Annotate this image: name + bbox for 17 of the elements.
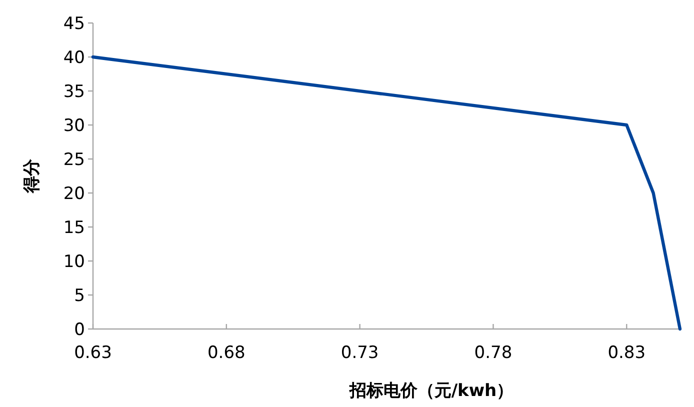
x-tick-label: 0.63 xyxy=(74,343,112,363)
y-tick-label: 0 xyxy=(74,320,85,340)
y-tick-label: 10 xyxy=(63,252,85,272)
y-tick-label: 35 xyxy=(63,82,85,102)
x-tick-label: 0.73 xyxy=(340,343,379,363)
x-tick-label: 0.83 xyxy=(608,343,646,363)
x-tick-label: 0.68 xyxy=(207,343,246,363)
y-tick-label: 5 xyxy=(74,286,85,306)
y-tick-label: 15 xyxy=(63,218,85,238)
y-tick-label: 45 xyxy=(63,14,85,34)
y-tick-label: 30 xyxy=(63,116,85,136)
x-tick-label: 0.78 xyxy=(474,343,512,363)
x-axis-title: 招标电价（元/kwh） xyxy=(348,381,514,401)
y-tick-label: 40 xyxy=(63,48,85,68)
y-tick-label: 20 xyxy=(63,184,85,204)
y-axis-title: 得分 xyxy=(22,158,42,194)
y-tick-label: 25 xyxy=(63,150,85,170)
